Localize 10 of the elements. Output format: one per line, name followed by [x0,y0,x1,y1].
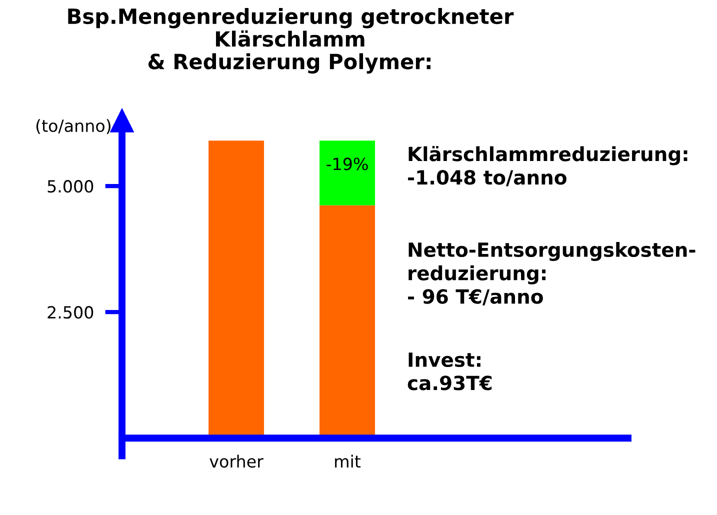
chart-title: Bsp.Mengenreduzierung getrockneter Klärschlamm & Reduzierung Polymer: [68,8,514,74]
text: Netto-Entsorgungskosten- reduzierung: - 96 T€/anno [408,242,696,306]
text: Invest: ca.93T€ [408,352,492,390]
y-axis-title: (to/anno) [36,119,110,134]
y-tick-label: 2.500 [48,306,94,319]
annotation: -19% [326,158,368,170]
text: Klärschlammreduzierung: -1.048 to/anno [408,146,688,186]
y-tick-label: 5.000 [48,180,94,193]
x-tick-label: mit [335,454,361,468]
x-tick-label: vorher [210,454,264,468]
